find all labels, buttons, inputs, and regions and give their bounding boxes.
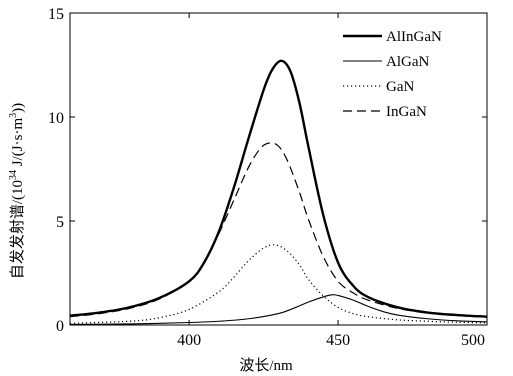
series-line-algan (70, 294, 487, 325)
series-line-gan (70, 244, 487, 324)
y-axis-label-exp: 34 (8, 170, 19, 180)
y-axis-label-prefix: 自发发射谱/(10 (9, 180, 26, 279)
legend-label-ingan: InGaN (386, 104, 427, 120)
y-tick-label: 10 (48, 110, 64, 127)
y-axis-label-unit-exp: 3 (8, 113, 19, 118)
series-line-ingan (70, 142, 487, 318)
series-line-alingan (70, 59, 487, 318)
y-tick-label: 0 (56, 318, 64, 335)
legend-label-alingan: AlInGaN (386, 29, 442, 45)
tick-layer: 400 450 500 0 5 10 15 (48, 6, 488, 349)
axes-layer (69, 12, 488, 326)
y-tick-label: 15 (48, 6, 64, 23)
x-tick-label: 500 (461, 332, 485, 349)
y-axis-label-unit: J/(J·s·m (10, 118, 26, 170)
legend: AlInGaN AlGaN GaN InGaN (343, 29, 442, 120)
y-tick-label: 5 (56, 214, 64, 231)
x-tick-label: 450 (326, 332, 350, 349)
y-axis-label-suffix: )) (10, 103, 26, 113)
legend-label-algan: AlGaN (386, 54, 429, 70)
plot-frame (69, 12, 488, 326)
x-tick-label: 400 (177, 332, 201, 349)
legend-label-gan: GaN (386, 79, 414, 95)
y-axis-label: 自发发射谱/(1034 J/(J·s·m3)) (8, 103, 26, 279)
x-axis-label: 波长/nm (239, 357, 293, 374)
plot-layer (70, 59, 487, 325)
